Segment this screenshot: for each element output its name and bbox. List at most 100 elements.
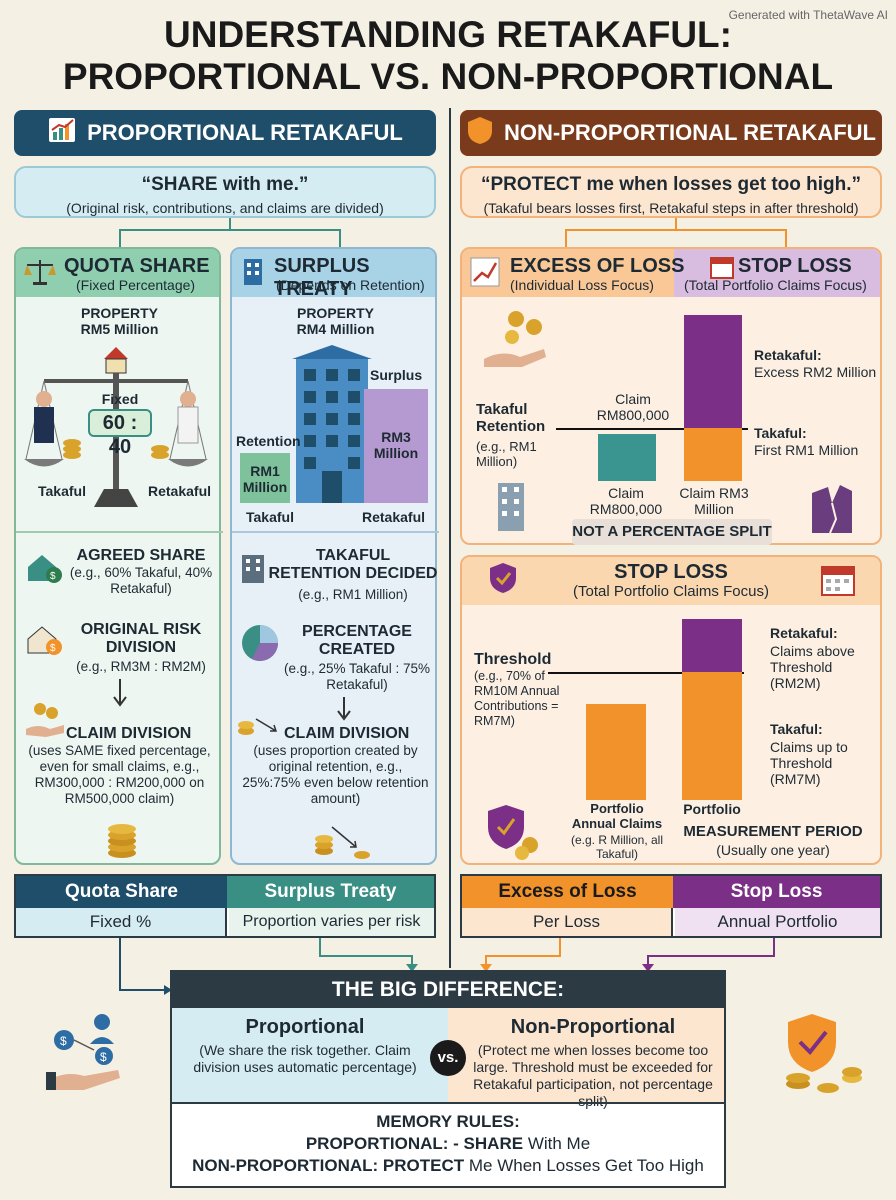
- calendar-icon: [710, 255, 734, 284]
- stop-loss-panel: STOP LOSS (Total Portfolio Claims Focus)…: [460, 555, 882, 865]
- st-claim-division-title: CLAIM DIVISION: [284, 725, 410, 742]
- qs-takaful-label: Takaful: [38, 483, 86, 499]
- damaged-building-icon: [812, 485, 852, 534]
- non-proportional-cell: [448, 1008, 724, 1102]
- xl-claim2-takaful-bar: [684, 428, 742, 481]
- proportional-desc: (We share the risk together. Claim divis…: [193, 1042, 417, 1075]
- ratio-badge: 60 : 40: [88, 409, 152, 458]
- qs-divider: [16, 531, 223, 533]
- svg-text:$: $: [50, 571, 56, 582]
- svg-text:$: $: [60, 1034, 67, 1048]
- qs-retakaful-label: Retakaful: [148, 483, 212, 499]
- stop-loss-col-header: Stop Loss: [673, 876, 880, 908]
- surplus-treaty-title: SURPLUS TREATY: [274, 255, 370, 300]
- tower-illustration: [292, 345, 372, 503]
- original-risk-title: ORIGINAL RISK DIVISION: [80, 621, 202, 656]
- surplus-treaty-panel: SURPLUS TREATY (Depends on Retention) PR…: [230, 247, 439, 865]
- st-takaful-label: Takaful: [246, 509, 294, 525]
- memory-rule-1-text: With Me: [527, 1134, 591, 1153]
- non-proportional-desc: (Protect me when losses become too large…: [473, 1042, 713, 1109]
- quota-share-title: QUOTA SHARE: [64, 255, 210, 277]
- generator-credit: Generated with ThetaWave AI: [728, 8, 888, 22]
- proportional-cell: [172, 1008, 448, 1102]
- hand-coins-xl-icon: [484, 311, 546, 367]
- xl-claim1-top-label: Claim RM800,000: [596, 391, 670, 423]
- center-divider: [449, 108, 451, 968]
- memory-divider: [172, 1102, 724, 1104]
- sl-takaful-label: Takaful:: [770, 721, 823, 737]
- surplus-treaty-col-header: Surplus Treaty: [227, 876, 434, 908]
- percentage-created-title: PERCENTAGE CREATED: [302, 623, 412, 658]
- protect-connector: [565, 218, 787, 248]
- proportional-label: Proportional: [245, 1016, 365, 1038]
- calendar-large-icon: [820, 563, 856, 602]
- share-quote-sub: (Original risk, contributions, and claim…: [66, 200, 384, 216]
- house-coin-icon: $: [24, 621, 64, 662]
- surplus-label: Surplus: [370, 367, 423, 383]
- shield-coins-large-icon: [786, 1014, 862, 1093]
- not-percentage-note: NOT A PERCENTAGE SPLIT: [572, 519, 772, 545]
- original-risk-desc: (e.g., RM3M : RM2M): [76, 659, 206, 674]
- office-icon: [238, 551, 268, 590]
- people-sharing-icon: $$: [46, 1014, 120, 1090]
- non-proportional-header-label: NON-PROPORTIONAL RETAKAFUL: [504, 120, 876, 145]
- xl-claim1-bottom-label: Claim RM800,000: [589, 485, 663, 517]
- xl-claim1-bar: [598, 434, 656, 481]
- memory-rule-2: NON-PROPORTIONAL: PROTECT Me When Losses…: [172, 1156, 724, 1176]
- retention-block: [240, 453, 290, 503]
- sl-head: [674, 249, 880, 297]
- st-retakaful-label: Retakaful: [362, 509, 426, 525]
- share-connector: [119, 218, 341, 248]
- pie-chart-icon: [242, 625, 278, 661]
- trend-up-icon: [470, 257, 500, 292]
- title-line-1: UNDERSTANDING RETAKAFUL:: [164, 14, 732, 55]
- coin-stack-icon: [108, 824, 136, 858]
- xl-title: EXCESS OF LOSS: [510, 255, 685, 277]
- scales-icon: [24, 257, 56, 292]
- memory-rule-1-keyword: - SHARE: [453, 1134, 524, 1153]
- coins-arrow-icon: [238, 718, 278, 735]
- svg-text:$: $: [100, 1050, 107, 1064]
- sl-takaful-desc: Claims up to Threshold (RM7M): [770, 739, 848, 787]
- surplus-treaty-sub: (Depends on Retention): [276, 277, 425, 293]
- threshold-desc: (e.g., 70% of RM10M Annual Contributions…: [474, 669, 560, 728]
- threshold-line: [548, 672, 744, 674]
- non-proportional-summary-table: Excess of Loss Stop Loss Per Loss Annual…: [460, 874, 882, 938]
- sl-portfolio-bar-2-retakaful: [682, 619, 742, 672]
- vs-badge: vs.: [430, 1040, 466, 1076]
- non-proportional-header: NON-PROPORTIONAL RETAKAFUL: [460, 110, 882, 156]
- agreed-share-title: AGREED SHARE: [76, 547, 206, 564]
- quota-share-head: QUOTA SHARE (Fixed Percentage): [16, 249, 219, 297]
- memory-rule-2-keyword: PROTECT: [382, 1156, 465, 1175]
- retention-decided-desc: (e.g., RM1 Million): [298, 587, 408, 602]
- quota-share-col-value: Fixed %: [16, 908, 227, 936]
- surplus-treaty-head: SURPLUS TREATY (Depends on Retention): [232, 249, 435, 300]
- quota-share-col-header: Quota Share: [16, 876, 227, 908]
- chart-icon: [47, 116, 77, 150]
- fixed-label: Fixed: [101, 391, 139, 407]
- xl-takaful-desc: First RM1 Million: [754, 442, 859, 458]
- threshold-label: Threshold: [474, 651, 552, 668]
- protect-quote-box: “PROTECT me when losses get too high.” (…: [460, 166, 882, 218]
- excess-of-loss-col-header: Excess of Loss: [462, 876, 673, 908]
- xl-retention-line: [556, 428, 748, 430]
- sl-sub: (Total Portfolio Claims Focus): [684, 277, 867, 293]
- portfolio-annual-claims-desc: (e.g. R Million, all Takaful): [570, 833, 664, 861]
- coins-split-icon: [315, 826, 370, 859]
- house-money-icon: $: [24, 549, 64, 590]
- proportional-header-label: PROPORTIONAL RETAKAFUL: [87, 120, 403, 145]
- stop-loss-head: [462, 557, 880, 605]
- memory-rule-2-text: Me When Losses Get Too High: [468, 1156, 704, 1175]
- portfolio-label: Portfolio: [683, 801, 741, 817]
- sl-title: STOP LOSS: [738, 255, 852, 277]
- xl-claim2-bottom-label: Claim RM3 Million: [679, 485, 749, 517]
- st-claim-division-desc: (uses proportion created by original ret…: [242, 743, 429, 806]
- svg-text:$: $: [50, 643, 56, 654]
- xl-retention-label: Takaful Retention: [476, 401, 546, 435]
- summary-connectors: [119, 938, 775, 995]
- st-property-value: RM4 Million: [296, 321, 375, 337]
- building-icon: [238, 257, 268, 292]
- qs-property-value: RM5 Million: [80, 321, 159, 337]
- stop-loss-col-value: Annual Portfolio: [675, 908, 880, 936]
- excess-of-loss-col-value: Per Loss: [462, 908, 673, 936]
